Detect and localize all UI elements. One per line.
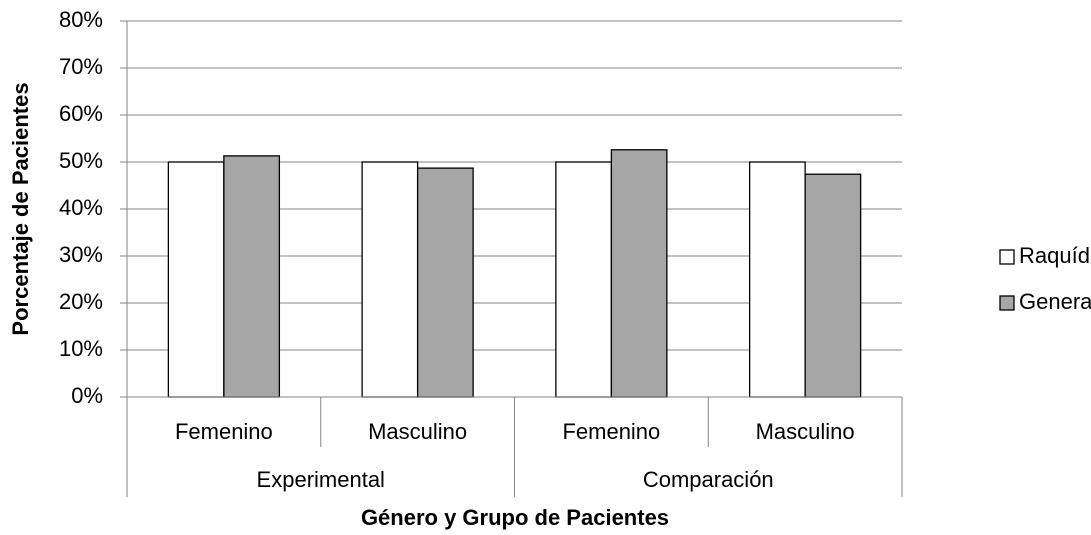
bar xyxy=(804,173,862,398)
y-tick-label: 70% xyxy=(59,54,103,79)
legend-swatch xyxy=(999,249,1015,265)
bar xyxy=(167,161,225,398)
group-label: Comparación xyxy=(643,467,774,492)
legend-label: General xyxy=(1019,289,1091,314)
legend-label: Raquídea xyxy=(1019,243,1091,268)
bar xyxy=(555,161,613,398)
y-axis-title: Porcentaje de Pacientes xyxy=(8,82,33,335)
x-tick-label: Masculino xyxy=(756,419,855,444)
bar xyxy=(361,161,419,398)
y-tick-label: 30% xyxy=(59,242,103,267)
bar xyxy=(416,167,474,398)
group-label: Experimental xyxy=(257,467,385,492)
y-tick-label: 20% xyxy=(59,289,103,314)
x-axis-title: Género y Grupo de Pacientes xyxy=(361,505,669,530)
y-tick-label: 0% xyxy=(71,383,103,408)
y-tick-label: 50% xyxy=(59,148,103,173)
y-tick-label: 10% xyxy=(59,336,103,361)
y-tick-label: 80% xyxy=(59,7,103,32)
bar xyxy=(610,149,668,398)
x-tick-label: Femenino xyxy=(562,419,660,444)
legend-swatch xyxy=(999,295,1015,311)
x-tick-label: Femenino xyxy=(175,419,273,444)
y-tick-label: 60% xyxy=(59,101,103,126)
x-tick-label: Masculino xyxy=(368,419,467,444)
y-tick-label: 40% xyxy=(59,195,103,220)
bar xyxy=(748,161,806,398)
bar xyxy=(223,155,281,398)
